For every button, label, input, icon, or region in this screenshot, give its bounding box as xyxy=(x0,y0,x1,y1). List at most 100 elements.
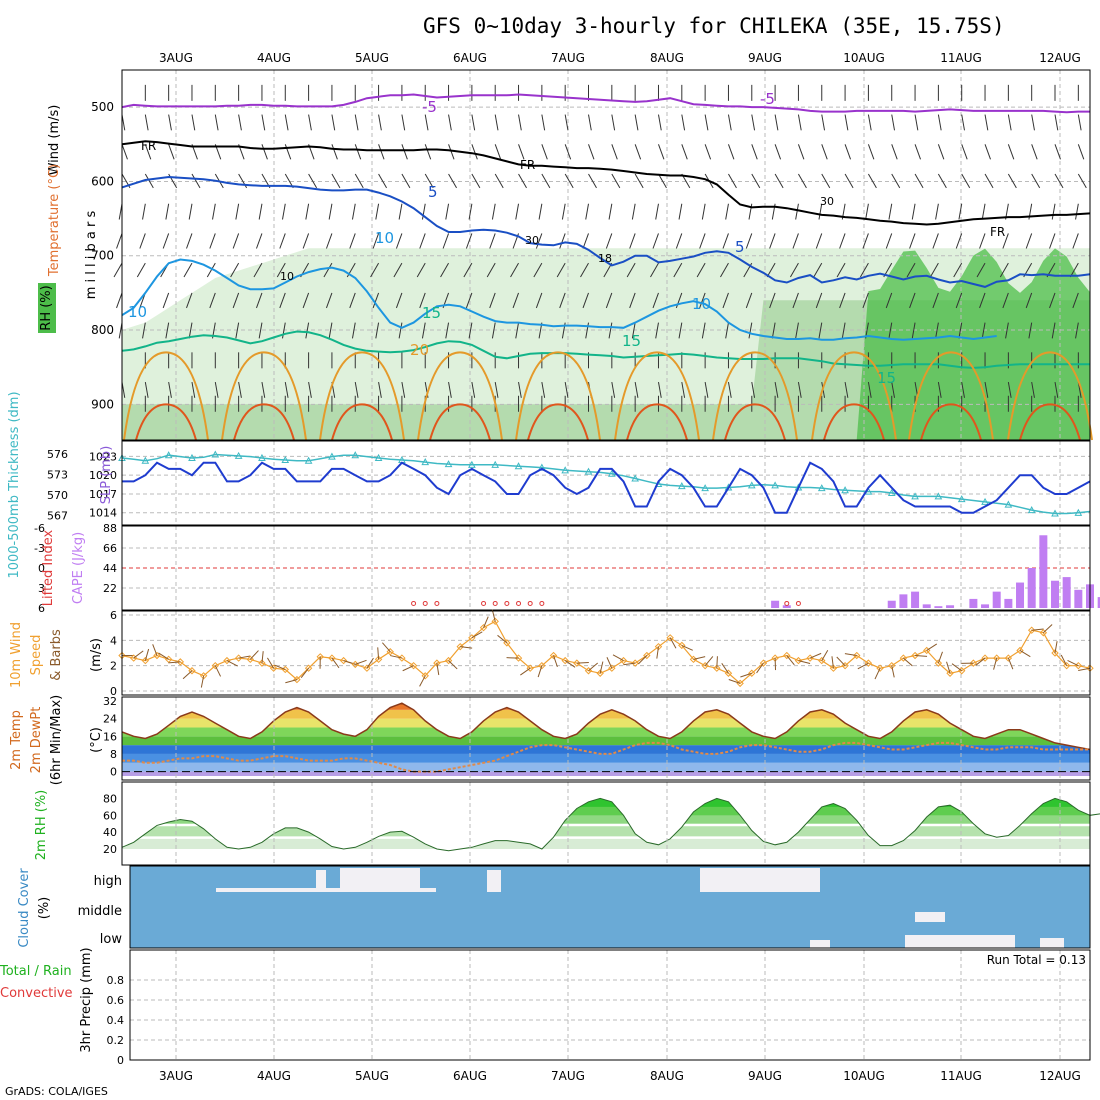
wind-barb xyxy=(867,144,875,160)
wind-barb xyxy=(354,173,364,189)
wind-barb xyxy=(116,292,123,309)
cape-bar xyxy=(887,600,896,608)
wind-barb xyxy=(256,233,263,249)
wind-speed-marker xyxy=(526,664,534,672)
wind-barb xyxy=(727,381,732,398)
wind-barb xyxy=(935,322,939,339)
wind-barb xyxy=(308,173,318,189)
wind-speed-marker xyxy=(1016,646,1024,655)
wind-barb xyxy=(914,144,922,160)
wind-barb-10m xyxy=(152,644,158,656)
wind-barb xyxy=(885,292,893,309)
cape-bar xyxy=(771,600,780,608)
wind-barb xyxy=(258,203,263,220)
wind-barb xyxy=(678,203,683,220)
wind-barb xyxy=(351,322,356,339)
top-date-label: 11AUG xyxy=(940,51,982,65)
wind-barb xyxy=(929,262,939,278)
wind-barb-10m xyxy=(831,656,834,669)
y-tick-label: 700 xyxy=(91,249,114,263)
wind-barb xyxy=(395,233,403,249)
wind-barb xyxy=(421,322,426,339)
wind-barb xyxy=(652,292,659,309)
wind-barb xyxy=(976,262,986,278)
wind-barb xyxy=(935,203,939,220)
wind-barb xyxy=(393,262,403,278)
wind-barb xyxy=(728,173,737,189)
wind-barb xyxy=(471,381,476,398)
isotherm-25-line xyxy=(135,403,197,441)
wind-barb xyxy=(325,292,333,309)
wind-speed-marker xyxy=(899,654,908,662)
wind-barb xyxy=(839,233,846,249)
cloud-low-block xyxy=(905,935,1015,948)
cape-bar xyxy=(899,594,908,608)
panel-frame xyxy=(121,440,1091,526)
thickness-marker xyxy=(1074,508,1083,516)
cloud-label-low: low xyxy=(100,932,123,947)
y-tick-label: 500 xyxy=(91,100,114,114)
wind-barb xyxy=(891,114,896,131)
wind-barb xyxy=(191,114,196,131)
cloud-label-high: high xyxy=(94,874,122,889)
wind-barb xyxy=(725,203,729,220)
wind-speed-marker xyxy=(223,656,231,665)
wind-barb xyxy=(1002,292,1009,309)
contour-label-minus5: -5 xyxy=(760,90,775,108)
wind-barb xyxy=(696,262,706,278)
wind-barb xyxy=(284,381,289,398)
wind-barb-10m xyxy=(693,656,706,660)
wind-barb xyxy=(961,114,965,131)
top-date-label: 10AUG xyxy=(843,51,885,65)
thickness-marker xyxy=(258,453,266,461)
wind-barb xyxy=(844,381,849,398)
wind-barb xyxy=(378,144,385,160)
y-tick-label-cape: 88 xyxy=(103,522,117,535)
wind-barb xyxy=(1031,144,1038,160)
y-axis-label-convective: Convective xyxy=(0,986,73,1001)
rh-2m-line xyxy=(121,797,1100,852)
wind-barb xyxy=(1077,173,1087,189)
wind-barb xyxy=(419,292,426,309)
wind-barb-10m xyxy=(355,659,367,665)
wind-barb xyxy=(354,114,359,131)
cloud-high-block xyxy=(487,870,501,892)
thickness-marker xyxy=(1004,500,1013,508)
wind-barb xyxy=(611,381,616,398)
wind-barb xyxy=(588,173,597,189)
wind-speed-marker xyxy=(538,661,546,670)
temp-band xyxy=(122,709,1090,719)
y-axis-label-wind: Wind (m/s) xyxy=(47,105,62,176)
wind-barb-10m xyxy=(471,631,483,639)
cloud-label-middle: middle xyxy=(78,904,122,919)
wind-barb xyxy=(261,144,268,160)
wind-speed-marker xyxy=(794,656,803,665)
thickness-marker xyxy=(887,488,896,496)
wind-barb xyxy=(421,203,426,220)
y-axis-label-wind-title: 10m Wind xyxy=(9,622,24,688)
wind-barb xyxy=(888,322,893,339)
y-tick-label: 900 xyxy=(91,397,114,411)
wind-speed-marker xyxy=(421,672,429,680)
wind-speed-marker xyxy=(596,669,604,677)
thickness-marker xyxy=(1027,506,1036,514)
thickness-marker xyxy=(421,458,430,466)
wind-barb xyxy=(909,233,916,249)
wind-barb xyxy=(489,292,496,309)
temp-band xyxy=(122,753,1090,763)
wind-barb xyxy=(888,203,893,220)
thickness-marker xyxy=(211,450,220,458)
contour-label-fr: FR xyxy=(141,139,156,153)
panel-frame xyxy=(121,525,1091,611)
wind-barb xyxy=(354,144,362,160)
isotherm-25-line xyxy=(626,403,688,441)
wind-barb xyxy=(142,203,146,220)
wind-barb xyxy=(284,144,292,160)
wind-barb xyxy=(378,381,382,398)
wind-speed-marker xyxy=(678,641,686,650)
wind-barb xyxy=(261,114,266,131)
wind-speed-marker xyxy=(549,651,558,660)
wind-barb xyxy=(305,322,310,339)
cape-bar xyxy=(969,598,978,608)
wind-barb xyxy=(605,292,613,309)
